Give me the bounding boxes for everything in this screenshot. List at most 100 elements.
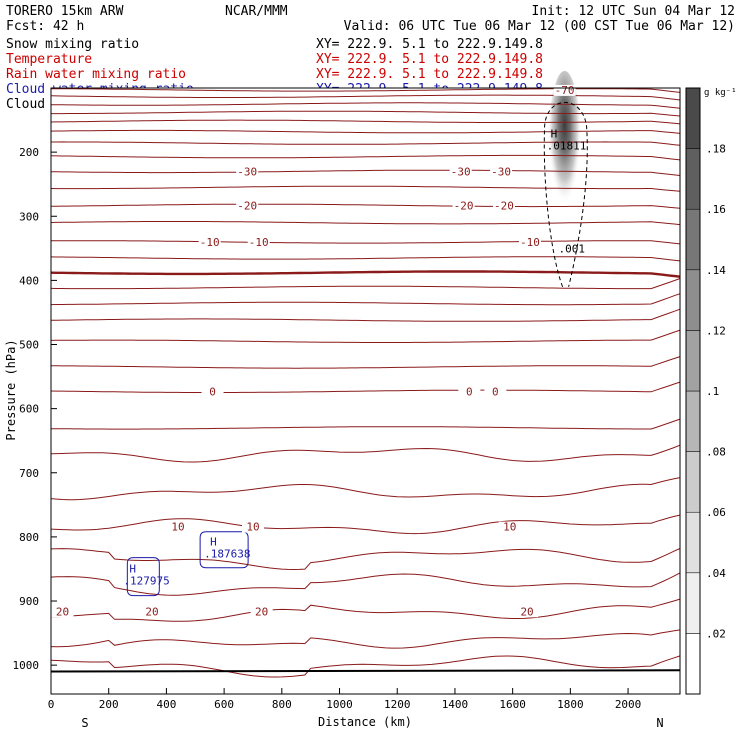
x-tick-label: 0 [48,698,55,711]
isotherm-label: 10 [503,521,516,534]
isotherm-label: 20 [255,605,268,618]
isotherm-label-bg [250,606,273,618]
isotherm [51,240,681,245]
isotherm-label: -10 [200,236,220,249]
isotherm [50,203,681,209]
isotherm [51,141,681,146]
init-time: Init: 12 UTC Sun 04 Mar 12 [532,4,736,19]
colorbar-swatch [685,330,701,392]
isotherm-label-bg [518,236,541,248]
isotherm [50,629,681,649]
cloud-water-contours [126,531,249,597]
endpoint-right: N [656,716,663,730]
isotherm [50,256,681,262]
colorbar-frame [685,87,701,695]
x-tick-label: 600 [214,698,234,711]
isotherm-label: -20 [494,199,514,212]
colorbar-label: .02 [706,627,726,640]
snow-contour [543,102,588,287]
isotherm-label: -70 [555,84,575,97]
isotherm [50,129,681,134]
isotherm [50,655,681,678]
legend-xy: XY= 222.9. 5.1 to 222.9.149.8 [316,67,543,82]
isotherm [50,308,681,322]
isotherm-label-bg [140,606,163,618]
colorbar-swatch [685,208,701,271]
isotherm [51,110,681,117]
temperature-isotherms [50,88,681,678]
legend-name: Temperature [6,52,92,67]
y-tick-label: 400 [19,274,39,287]
isotherm-label: 20 [56,605,69,618]
isotherm-label: 20 [520,605,533,618]
y-tick-label: 700 [19,467,39,480]
colorbar-swatch [685,269,701,331]
isotherm-label: 0 [492,385,499,398]
cloud-water-max-h: H [210,536,217,549]
y-tick-label: 600 [19,403,39,416]
snow-contour-line [543,102,588,287]
snow-max-value: .01811 [547,140,587,153]
isotherm [50,221,681,226]
isotherm-label: -10 [249,236,269,249]
isotherm [50,598,681,622]
isotherm-label-bg [51,606,74,618]
isotherm [50,514,681,535]
x-tick-label: 1200 [384,698,411,711]
isotherm-label: 0 [209,385,216,398]
isotherm-label-bg [484,386,507,398]
colorbar-label: .16 [706,203,726,216]
isotherm-label: -30 [451,165,471,178]
legend-name: Snow mixing ratio [6,37,139,52]
isotherm [50,119,681,125]
isotherm-label-bg [490,166,513,178]
isotherm-label-bg [498,521,521,533]
isotherm [51,356,681,369]
isotherm-label: -20 [454,199,474,212]
model-title: TORERO 15km ARW [6,4,124,19]
colorbar-label: .14 [706,264,726,277]
x-tick-label: 400 [156,698,176,711]
colorbar-label: .08 [706,446,726,459]
isotherm [50,169,681,176]
forecast-hour: Fcst: 42 h [6,19,84,34]
y-axis-label: Pressure (hPa) [4,339,18,440]
colorbar-label: .12 [706,324,726,337]
colorbar-label: .04 [706,567,726,580]
x-tick-label: 1800 [557,698,584,711]
colorbar-swatch [685,572,701,634]
colorbar: .02 .04 .06 .08 .1 .12 .14 .16 .18 g kg⁻¹ [685,87,737,695]
colorbar-swatch [685,390,701,452]
isotherm-label-bg [449,166,472,178]
colorbar-label: .1 [706,385,719,398]
isotherm-label-bg [553,84,576,96]
x-tick-label: 1600 [499,698,526,711]
cloud-water-max-value: .187638 [204,548,250,561]
plot-frame [50,87,681,695]
colorbar-swatch [685,87,701,149]
y-tick-label: 200 [19,146,39,159]
isotherm [50,278,681,290]
colorbar-swatch [685,511,701,574]
isotherm-label: -20 [237,199,257,212]
center-title: NCAR/MMM [225,4,288,19]
colorbar-label: .18 [706,143,726,156]
isotherm-label: -10 [520,236,540,249]
valid-time: Valid: 06 UTC Tue 06 Mar 12 (00 CST Tue … [344,19,735,34]
isotherm [50,293,681,306]
isotherm [51,418,681,430]
isotherm-label-bg [458,386,481,398]
isotherm [51,102,681,109]
x-tick-label: 800 [272,698,292,711]
ground-line [50,669,681,673]
isotherm [50,329,681,343]
x-axis-label: Distance (km) [318,715,412,729]
isotherm [50,444,681,463]
isotherm-labels: -70 -30 -30 -30 -20 -20 -20 -10 -10 -10 0 0 0 10 10 10 2… [51,84,585,618]
colorbar-swatch [685,148,701,210]
isotherm [50,477,681,501]
isotherm-label: 10 [171,521,184,534]
isotherm-label: 0 [466,385,473,398]
